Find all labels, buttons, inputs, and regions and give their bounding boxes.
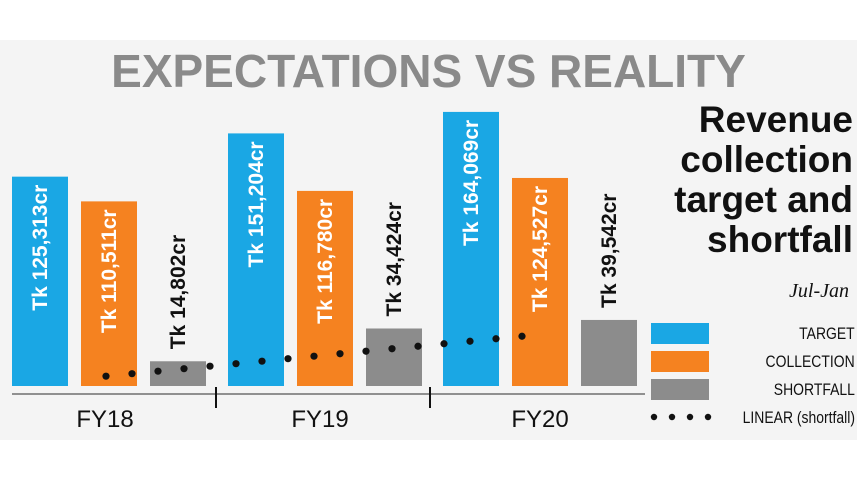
legend-label: SHORTFALL [773, 380, 855, 399]
bar-collection-fy19 [297, 190, 353, 386]
legend-label: TARGET [799, 324, 855, 343]
side-title-line: shortfall [707, 219, 853, 260]
legend-label: COLLECTION [765, 352, 855, 371]
trendline-dot [362, 347, 370, 355]
chart-subtitle: Jul-Jan [789, 280, 849, 302]
legend-item-collection: COLLECTION [645, 348, 857, 376]
bar-shortfall-fy20 [581, 319, 637, 386]
bar-collection-fy20 [512, 177, 568, 386]
trendline-dot [258, 357, 266, 365]
x-tick-label: FY18 [76, 406, 133, 433]
bar-value-label: Tk 164,069cr [460, 120, 483, 246]
trendline-dot [388, 345, 396, 353]
bar-value-label: Tk 124,527cr [529, 186, 552, 312]
trendline-dot [180, 365, 188, 373]
trendline-dot [128, 370, 136, 378]
legend-swatch-shortfall [651, 379, 709, 400]
legend-swatch-collection [651, 351, 709, 372]
trendline-dot [310, 352, 318, 360]
bar-value-label: Tk 14,802cr [167, 235, 190, 349]
trendline-dot [492, 335, 500, 343]
bar-value-label: Tk 116,780cr [314, 199, 337, 324]
side-title: Revenue collection target and shortfall [593, 100, 853, 260]
side-title-line: Revenue [698, 99, 853, 140]
bar-value-label: Tk 110,511cr [98, 209, 121, 333]
legend-swatch-target [651, 323, 709, 344]
legend-item-linear: LINEAR (shortfall) [645, 404, 857, 432]
trendline-dot [102, 372, 110, 380]
x-tick-label: FY20 [511, 406, 568, 433]
x-tick-label: FY19 [291, 406, 348, 433]
legend: TARGET COLLECTION SHORTFALL LINEAR (shor… [645, 320, 857, 432]
trendline-dot [206, 362, 214, 370]
bar-value-label: Tk 34,424cr [383, 202, 406, 316]
side-title-line: collection [680, 139, 853, 180]
trendline-dot [154, 367, 162, 375]
trendline-dot [414, 342, 422, 350]
legend-item-shortfall: SHORTFALL [645, 376, 857, 404]
legend-label: LINEAR (shortfall) [742, 408, 855, 427]
trendline-dot [466, 337, 474, 345]
legend-dots-icon [650, 413, 712, 421]
side-title-line: target and [674, 179, 853, 220]
trendline-dot [232, 360, 240, 368]
bar-collection-fy18 [81, 201, 137, 386]
chart-background [0, 40, 857, 440]
bar-value-label: Tk 125,313cr [29, 185, 52, 311]
bar-target-fy19 [228, 133, 284, 386]
chart-title: EXPECTATIONS VS REALITY [111, 45, 746, 97]
trendline-dot [284, 355, 292, 363]
trendline-dot [440, 340, 448, 348]
bar-value-label: Tk 151,204cr [245, 141, 268, 267]
trendline-dot [518, 332, 526, 340]
bar-shortfall-fy19 [366, 328, 422, 386]
bar-value-label: Tk 39,542cr [598, 194, 621, 308]
trendline-dot [336, 350, 344, 358]
legend-item-target: TARGET [645, 320, 857, 348]
bar-target-fy18 [12, 176, 68, 386]
